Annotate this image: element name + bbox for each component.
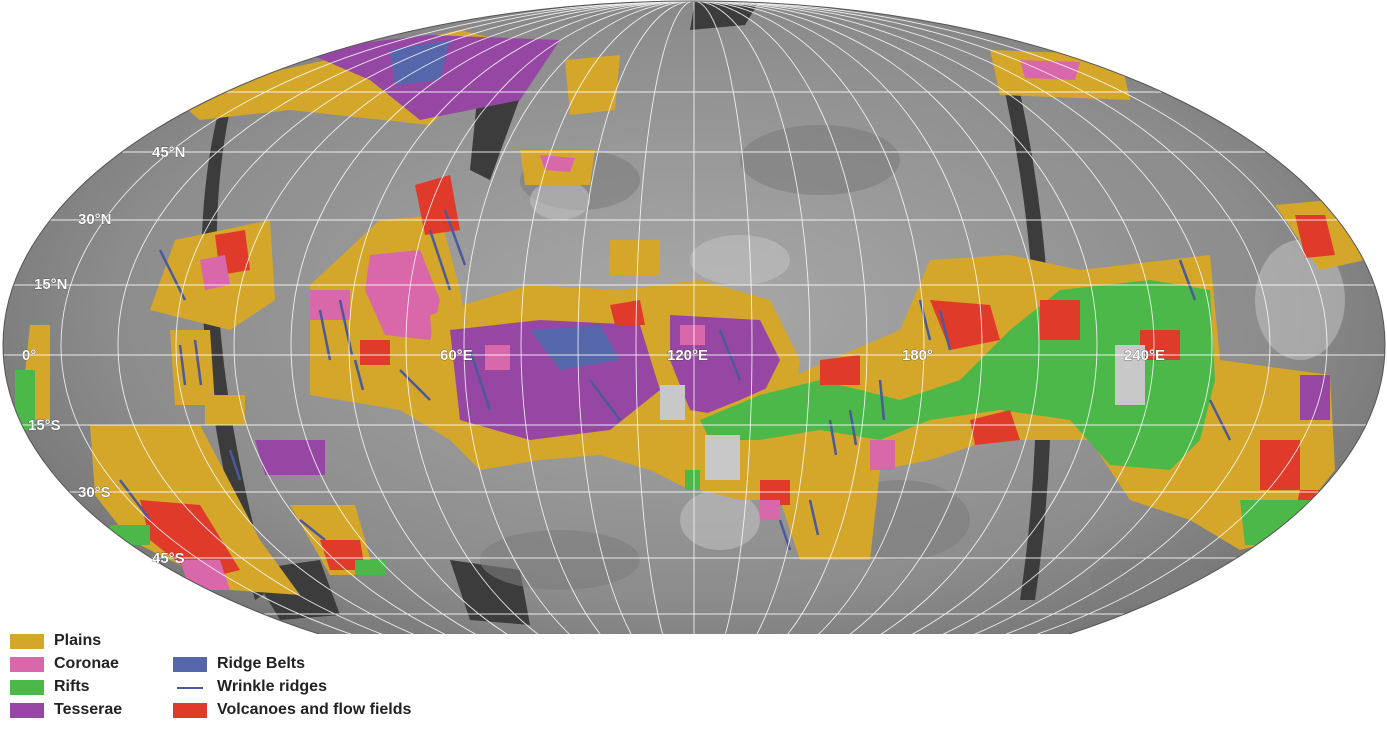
legend-label: Tesserae: [54, 701, 123, 718]
lon-label-180: 180°: [902, 347, 933, 364]
lon-label-120e: 120°E: [667, 347, 708, 364]
map-legend: Plains Coronae Rifts Tesserae Ridge Belt…: [10, 631, 480, 731]
legend-item-rifts: Rifts: [10, 677, 90, 697]
lon-label-240e: 240°E: [1124, 347, 1165, 364]
legend-item-ridge-belts: Ridge Belts: [173, 654, 305, 674]
wrinkle-ridges-swatch: [173, 680, 207, 695]
volcanoes-swatch: [173, 702, 207, 718]
legend-label: Coronae: [54, 655, 119, 672]
plains-swatch: [10, 633, 44, 649]
legend-item-wrinkle-ridges: Wrinkle ridges: [173, 677, 327, 697]
legend-label: Ridge Belts: [217, 655, 306, 672]
legend-item-coronae: Coronae: [10, 654, 119, 674]
lat-label-0: 0°: [22, 347, 36, 364]
surface-highlights: [530, 180, 1345, 550]
globe-outline: [2, 0, 1386, 634]
lat-label-30s: 30°S: [78, 484, 111, 501]
latitude-labels: 45°N 30°N 15°N 0° 15°S 30°S 45°S: [22, 144, 186, 568]
coronae-swatch: [10, 656, 44, 672]
lon-label-60e: 60°E: [440, 347, 473, 364]
tesserae-swatch: [10, 702, 44, 718]
lat-label-45n: 45°N: [152, 144, 186, 161]
graticule: [0, 0, 1387, 634]
legend-label: Volcanoes and flow fields: [217, 701, 412, 718]
lat-label-30n: 30°N: [78, 211, 112, 228]
rifts-swatch: [10, 679, 44, 695]
ridge-belts-swatch: [173, 656, 207, 672]
legend-item-plains: Plains: [10, 631, 101, 651]
lat-label-15s: 15°S: [28, 417, 61, 434]
legend-label: Wrinkle ridges: [217, 678, 327, 695]
lat-label-15n: 15°N: [34, 276, 68, 293]
legend-label: Rifts: [54, 678, 90, 695]
legend-item-tesserae: Tesserae: [10, 700, 122, 720]
legend-label: Plains: [54, 632, 102, 649]
venus-geologic-map: 45°N 30°N 15°N 0° 15°S 30°S 45°S 60°E 12…: [0, 0, 1387, 634]
wrinkle-ridges: [119, 209, 1232, 551]
longitude-labels: 60°E 120°E 180° 240°E: [440, 347, 1166, 365]
legend-item-volcanoes: Volcanoes and flow fields: [173, 700, 411, 720]
lat-label-45s: 45°S: [152, 550, 185, 567]
